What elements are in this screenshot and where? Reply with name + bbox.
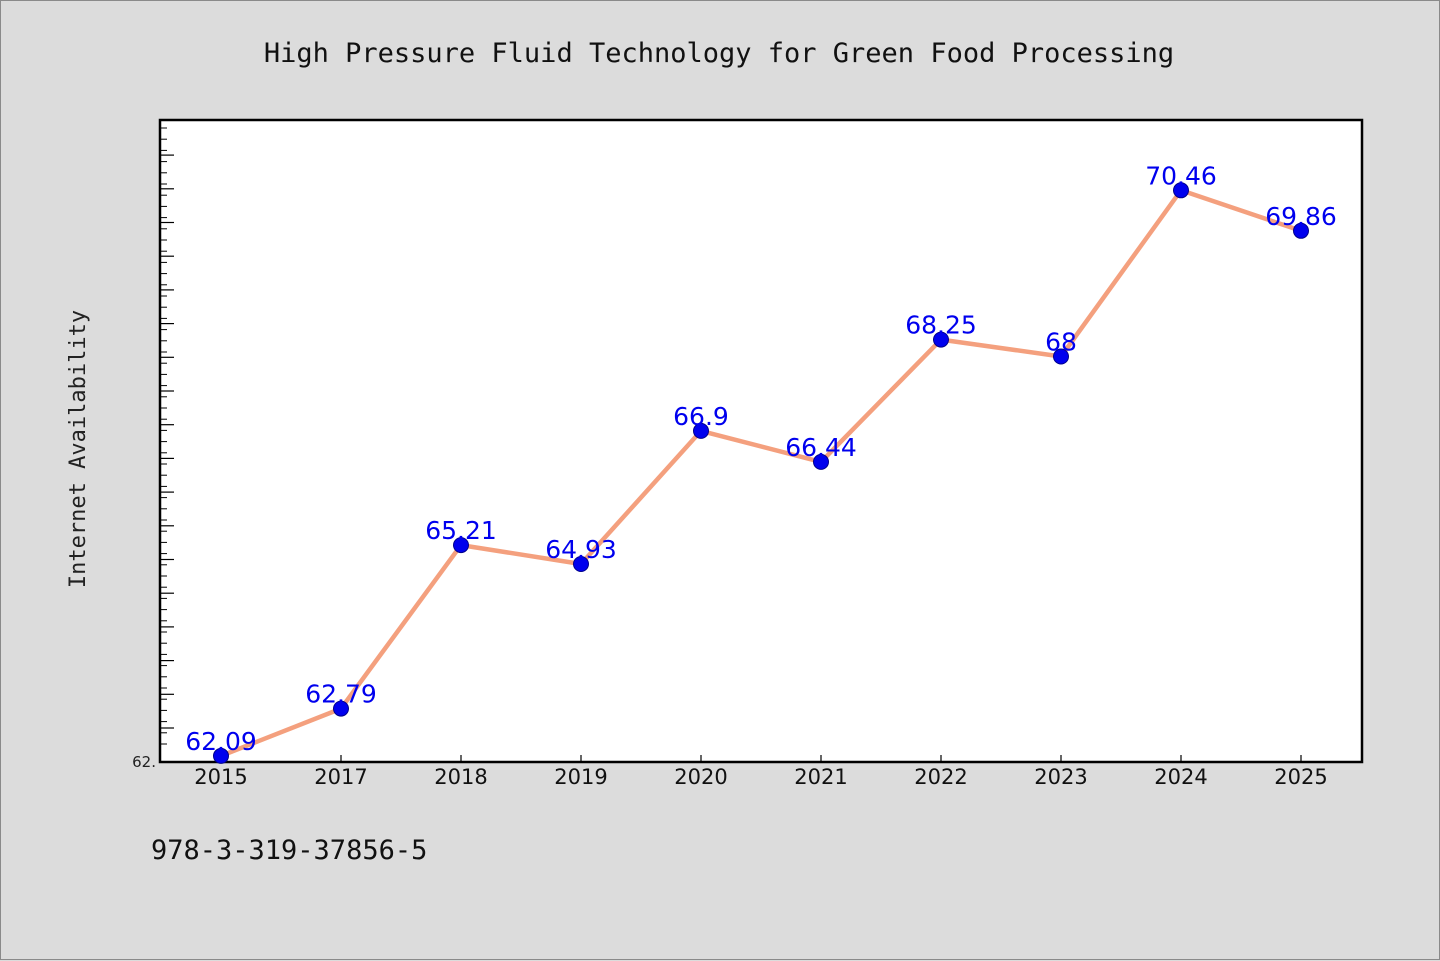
data-point [1293,222,1309,239]
x-tick-label: 2025 [1274,765,1327,789]
data-point [213,747,229,764]
data-label: 62.79 [305,680,377,709]
data-point [333,700,349,717]
chart-title: High Pressure Fluid Technology for Green… [264,38,1174,69]
data-label: 64.93 [545,535,617,564]
data-point [693,422,709,439]
data-label: 69.86 [1265,202,1337,231]
x-tick-label: 2017 [314,765,367,789]
data-label: 68 [1045,328,1077,357]
series-markers [213,182,1309,764]
data-point [1053,348,1069,365]
x-tick-label: 2019 [554,765,607,789]
x-tick-label: 2020 [674,765,727,789]
data-point [1173,182,1189,199]
x-tick-label: 2015 [194,765,247,789]
data-label: 70.46 [1145,161,1217,190]
x-tick-label: 2024 [1154,765,1207,789]
data-point [453,537,469,554]
data-label: 66.44 [785,433,857,462]
data-point [573,556,589,572]
data-point [933,331,949,348]
plot-area [158,118,1364,764]
y-tick-label: 62. [132,753,156,771]
isbn-footnote: 978-3-319-37856-5 [151,835,428,866]
x-axis: 2015 2017 2018 2019 2020 2021 2022 2023 2024 2025 [194,755,1328,789]
data-label: 65.21 [425,516,497,545]
x-tick-label: 2021 [794,765,847,789]
data-labels: 62.09 62.79 65.21 64.93 66.9 66.44 68.25 68 70.4… [185,161,1337,756]
data-label: 68.25 [905,311,977,340]
x-tick-label: 2022 [914,765,967,789]
data-point [813,453,829,470]
x-tick-label: 2023 [1034,765,1087,789]
x-tick-label: 2018 [434,765,487,789]
data-label: 66.9 [673,402,729,431]
series-line [220,188,1302,758]
data-label: 62.09 [185,727,257,756]
y-axis-label: Internet Availability [66,310,91,588]
y-axis [160,127,174,745]
